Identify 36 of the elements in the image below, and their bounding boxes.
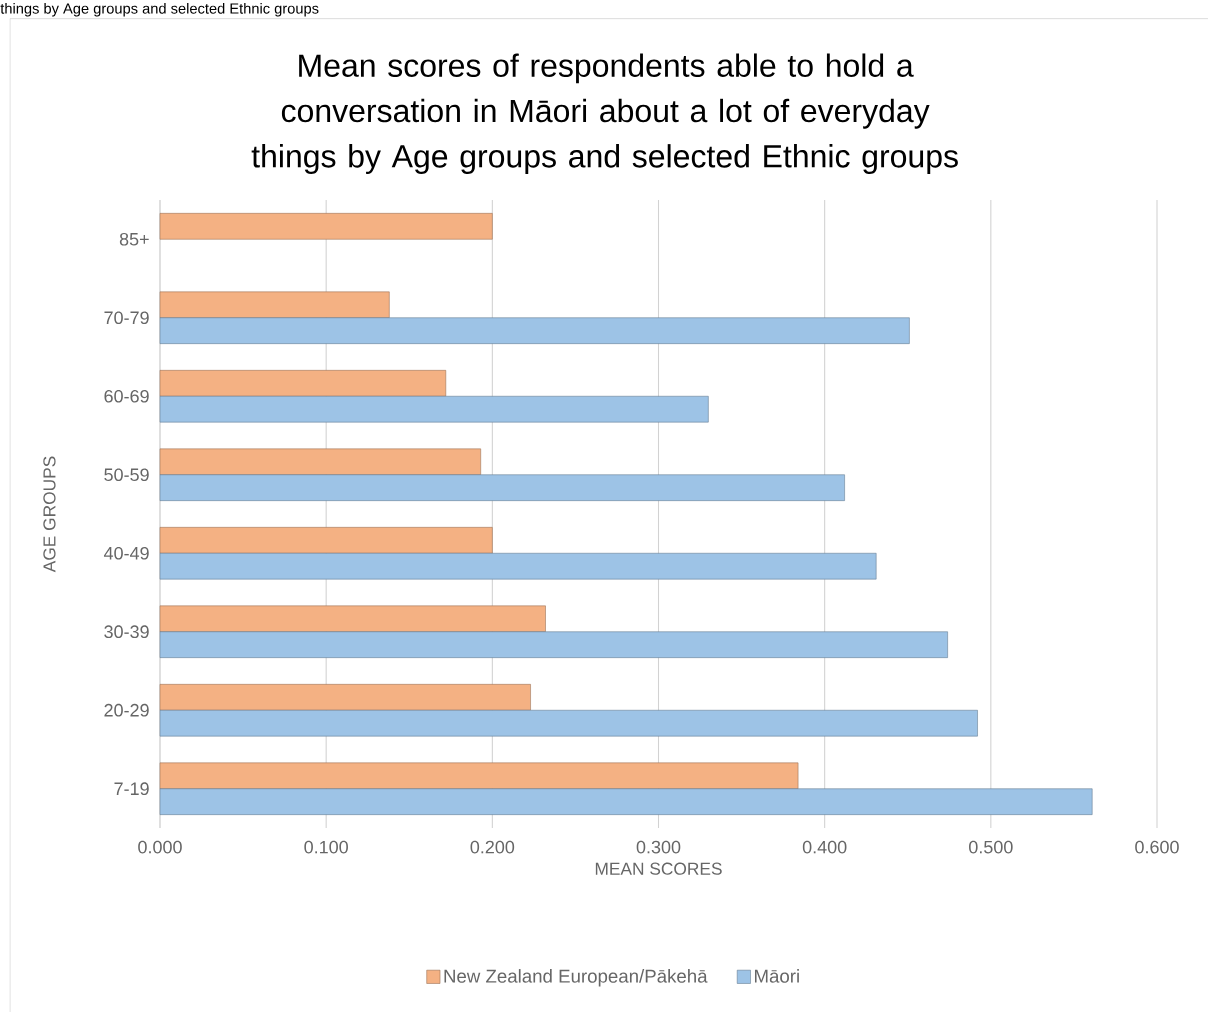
y-tick-label: 70-79 — [104, 311, 149, 325]
chart-title: Mean scores of respondents able to hold a conversation in Māori about a lot of everyday things by Age groups and selected Ethnic groups — [251, 53, 958, 174]
text: things by Age groups and selected Ethnic groups — [0, 2, 319, 17]
bar — [159, 552, 877, 580]
y-tick-label: 7-19 — [114, 782, 149, 796]
y-tick-label: 20-29 — [104, 703, 149, 717]
bar — [159, 370, 447, 397]
bar — [159, 788, 1093, 815]
bar — [159, 291, 390, 319]
bar — [159, 317, 910, 344]
legend-label: New Zealand European/Pākehā — [444, 969, 708, 987]
bar — [159, 527, 493, 554]
bar — [159, 631, 948, 658]
bar — [159, 762, 799, 790]
y-axis-title: AGE GROUPS — [43, 456, 56, 573]
bar — [159, 395, 709, 423]
x-tick-label: 0.200 — [470, 840, 515, 854]
bar — [159, 474, 845, 501]
y-tick-label: 85+ — [119, 232, 149, 246]
bar — [159, 213, 493, 240]
y-tick-label: 60-69 — [104, 389, 149, 403]
bar — [159, 709, 978, 737]
y-tick-label: 30-39 — [104, 625, 149, 639]
y-tick-label: 40-49 — [103, 546, 149, 560]
x-tick-label: 0.400 — [802, 840, 847, 854]
y-tick-label: 50-59 — [104, 468, 149, 482]
x-tick-label: 0.600 — [1135, 840, 1179, 854]
x-axis-title: MEAN SCORES — [595, 862, 722, 875]
x-tick-label: 0.300 — [636, 840, 681, 854]
x-tick-label: 0.000 — [138, 840, 182, 854]
x-tick-label: 0.500 — [969, 840, 1013, 854]
bar — [159, 684, 531, 711]
bar — [159, 605, 546, 633]
x-tick-label: 0.100 — [304, 840, 348, 854]
bar — [159, 448, 481, 476]
legend-label: Māori — [754, 969, 799, 983]
